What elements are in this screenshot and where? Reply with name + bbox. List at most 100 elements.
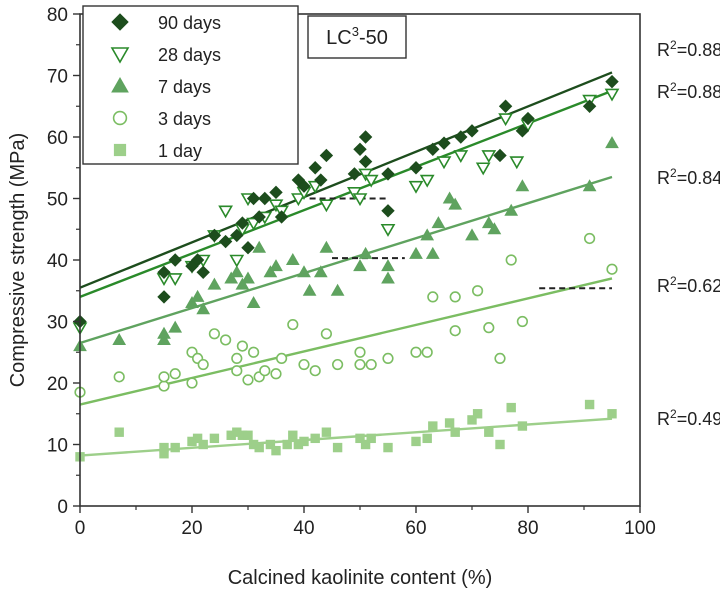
data-point — [509, 156, 525, 170]
legend-label: 7 days — [158, 77, 211, 97]
label-box-frame — [307, 15, 407, 59]
x-axis-title: Calcined kaolinite content (%) — [228, 567, 493, 589]
data-point — [246, 217, 261, 231]
data-point — [604, 88, 620, 102]
data-point — [319, 199, 334, 213]
data-point — [246, 296, 261, 309]
data-point — [168, 253, 182, 267]
data-point — [168, 320, 183, 333]
data-point — [190, 253, 205, 267]
data-point — [504, 203, 519, 216]
legend-marker — [111, 76, 129, 93]
data-point — [409, 161, 423, 175]
legend-marker — [110, 47, 130, 64]
data-point — [606, 263, 618, 275]
data-point — [332, 442, 343, 453]
data-point — [448, 197, 463, 210]
y-tick-label: 50 — [47, 190, 68, 211]
data-point — [428, 421, 438, 431]
data-point — [297, 265, 311, 278]
data-point — [465, 124, 479, 138]
legend-marker — [113, 143, 127, 157]
data-point — [252, 210, 266, 224]
data-point — [353, 259, 367, 272]
data-point — [516, 315, 529, 328]
data-point — [380, 223, 396, 237]
data-point — [218, 234, 233, 249]
data-point — [515, 124, 530, 138]
legend-label: 90 days — [158, 13, 221, 33]
x-tick-label: 20 — [181, 518, 202, 539]
data-point — [365, 358, 377, 371]
data-point — [494, 352, 506, 365]
r2-label: R2=0.88 — [657, 80, 720, 102]
data-point — [248, 346, 260, 358]
y-tick-label: 80 — [47, 5, 68, 26]
data-point — [475, 162, 491, 176]
y-tick-label: 40 — [47, 251, 68, 272]
data-point — [358, 130, 373, 144]
data-point — [307, 180, 323, 194]
data-point — [271, 445, 281, 456]
data-point — [366, 433, 376, 444]
data-point — [299, 436, 309, 447]
data-point — [358, 168, 373, 182]
x-tick-label: 60 — [405, 518, 426, 539]
data-point — [353, 142, 367, 157]
data-point — [354, 358, 366, 371]
data-point — [521, 111, 535, 126]
data-point — [276, 352, 288, 365]
data-point — [493, 148, 507, 163]
data-points — [72, 74, 620, 462]
data-point — [268, 199, 284, 213]
data-point — [192, 433, 203, 444]
data-point — [410, 346, 422, 358]
data-point — [258, 191, 272, 206]
r2-label: R2=0.84 — [657, 166, 720, 188]
data-point — [169, 368, 181, 380]
data-point — [381, 271, 395, 284]
data-point — [607, 409, 617, 419]
y-axis-title: Compressive strength (MPa) — [7, 133, 29, 388]
data-point — [449, 325, 461, 337]
data-point — [465, 228, 479, 241]
data-point — [487, 222, 502, 235]
data-point — [582, 99, 597, 113]
data-point — [170, 442, 180, 453]
data-point — [241, 240, 255, 255]
data-point — [347, 167, 362, 181]
data-point — [408, 180, 424, 194]
data-point — [167, 273, 183, 287]
data-point — [347, 187, 362, 200]
data-point — [409, 246, 423, 259]
data-point — [197, 358, 209, 371]
r2-label: R2=0.62 — [657, 274, 720, 296]
data-point — [218, 205, 233, 219]
data-point — [241, 271, 255, 284]
data-point — [291, 193, 306, 207]
data-point — [436, 156, 452, 170]
data-point — [358, 246, 373, 259]
data-point — [309, 365, 321, 377]
x-tick-label: 40 — [293, 518, 314, 539]
data-point — [411, 436, 421, 447]
data-point — [495, 439, 505, 450]
data-point — [196, 265, 210, 280]
data-point — [235, 277, 250, 290]
data-point — [450, 427, 460, 437]
data-point — [472, 409, 483, 419]
data-point — [186, 377, 198, 389]
data-point — [224, 271, 239, 284]
data-point — [236, 340, 248, 352]
data-point — [285, 252, 300, 265]
y-tick-label: 10 — [47, 436, 68, 457]
data-point — [308, 161, 322, 175]
y-tick-label: 30 — [47, 313, 68, 334]
data-point — [605, 136, 619, 149]
data-point — [515, 179, 530, 192]
data-point — [198, 439, 208, 450]
data-point — [320, 328, 333, 340]
data-point — [287, 318, 299, 331]
data-point — [453, 150, 469, 164]
